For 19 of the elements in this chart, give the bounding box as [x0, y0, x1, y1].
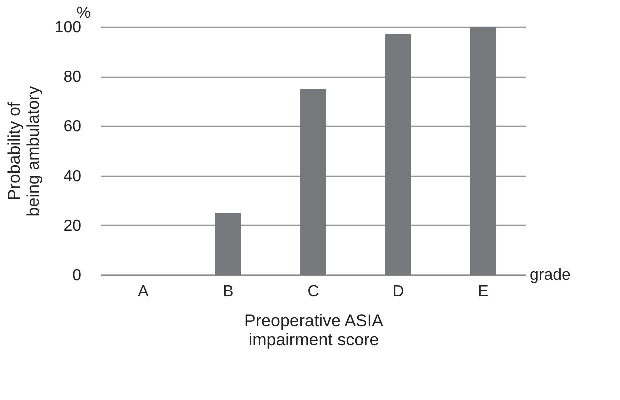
bar	[216, 213, 242, 275]
text: %	[76, 5, 91, 22]
y-tick-label: 100	[54, 20, 82, 36]
x-tick-label: D	[392, 284, 404, 300]
x-axis-title: Preoperative ASIA impairment score	[244, 312, 384, 350]
y-tick-label: 40	[64, 168, 82, 186]
x-tick-label: B	[223, 284, 234, 300]
y-axis-title: Probability of being ambulatory	[4, 86, 43, 217]
y-tick-label: 0	[72, 268, 82, 284]
text: grade	[530, 267, 572, 284]
y-tick-label: 80	[64, 69, 82, 86]
bar	[470, 27, 496, 275]
x-tick-label: A	[138, 284, 150, 300]
bar	[300, 89, 326, 275]
x-tick-label: E	[478, 284, 489, 300]
y-tick-label: 60	[64, 118, 82, 136]
bar	[386, 34, 412, 275]
y-tick-label: 20	[64, 218, 82, 235]
x-tick-label: C	[308, 284, 320, 300]
